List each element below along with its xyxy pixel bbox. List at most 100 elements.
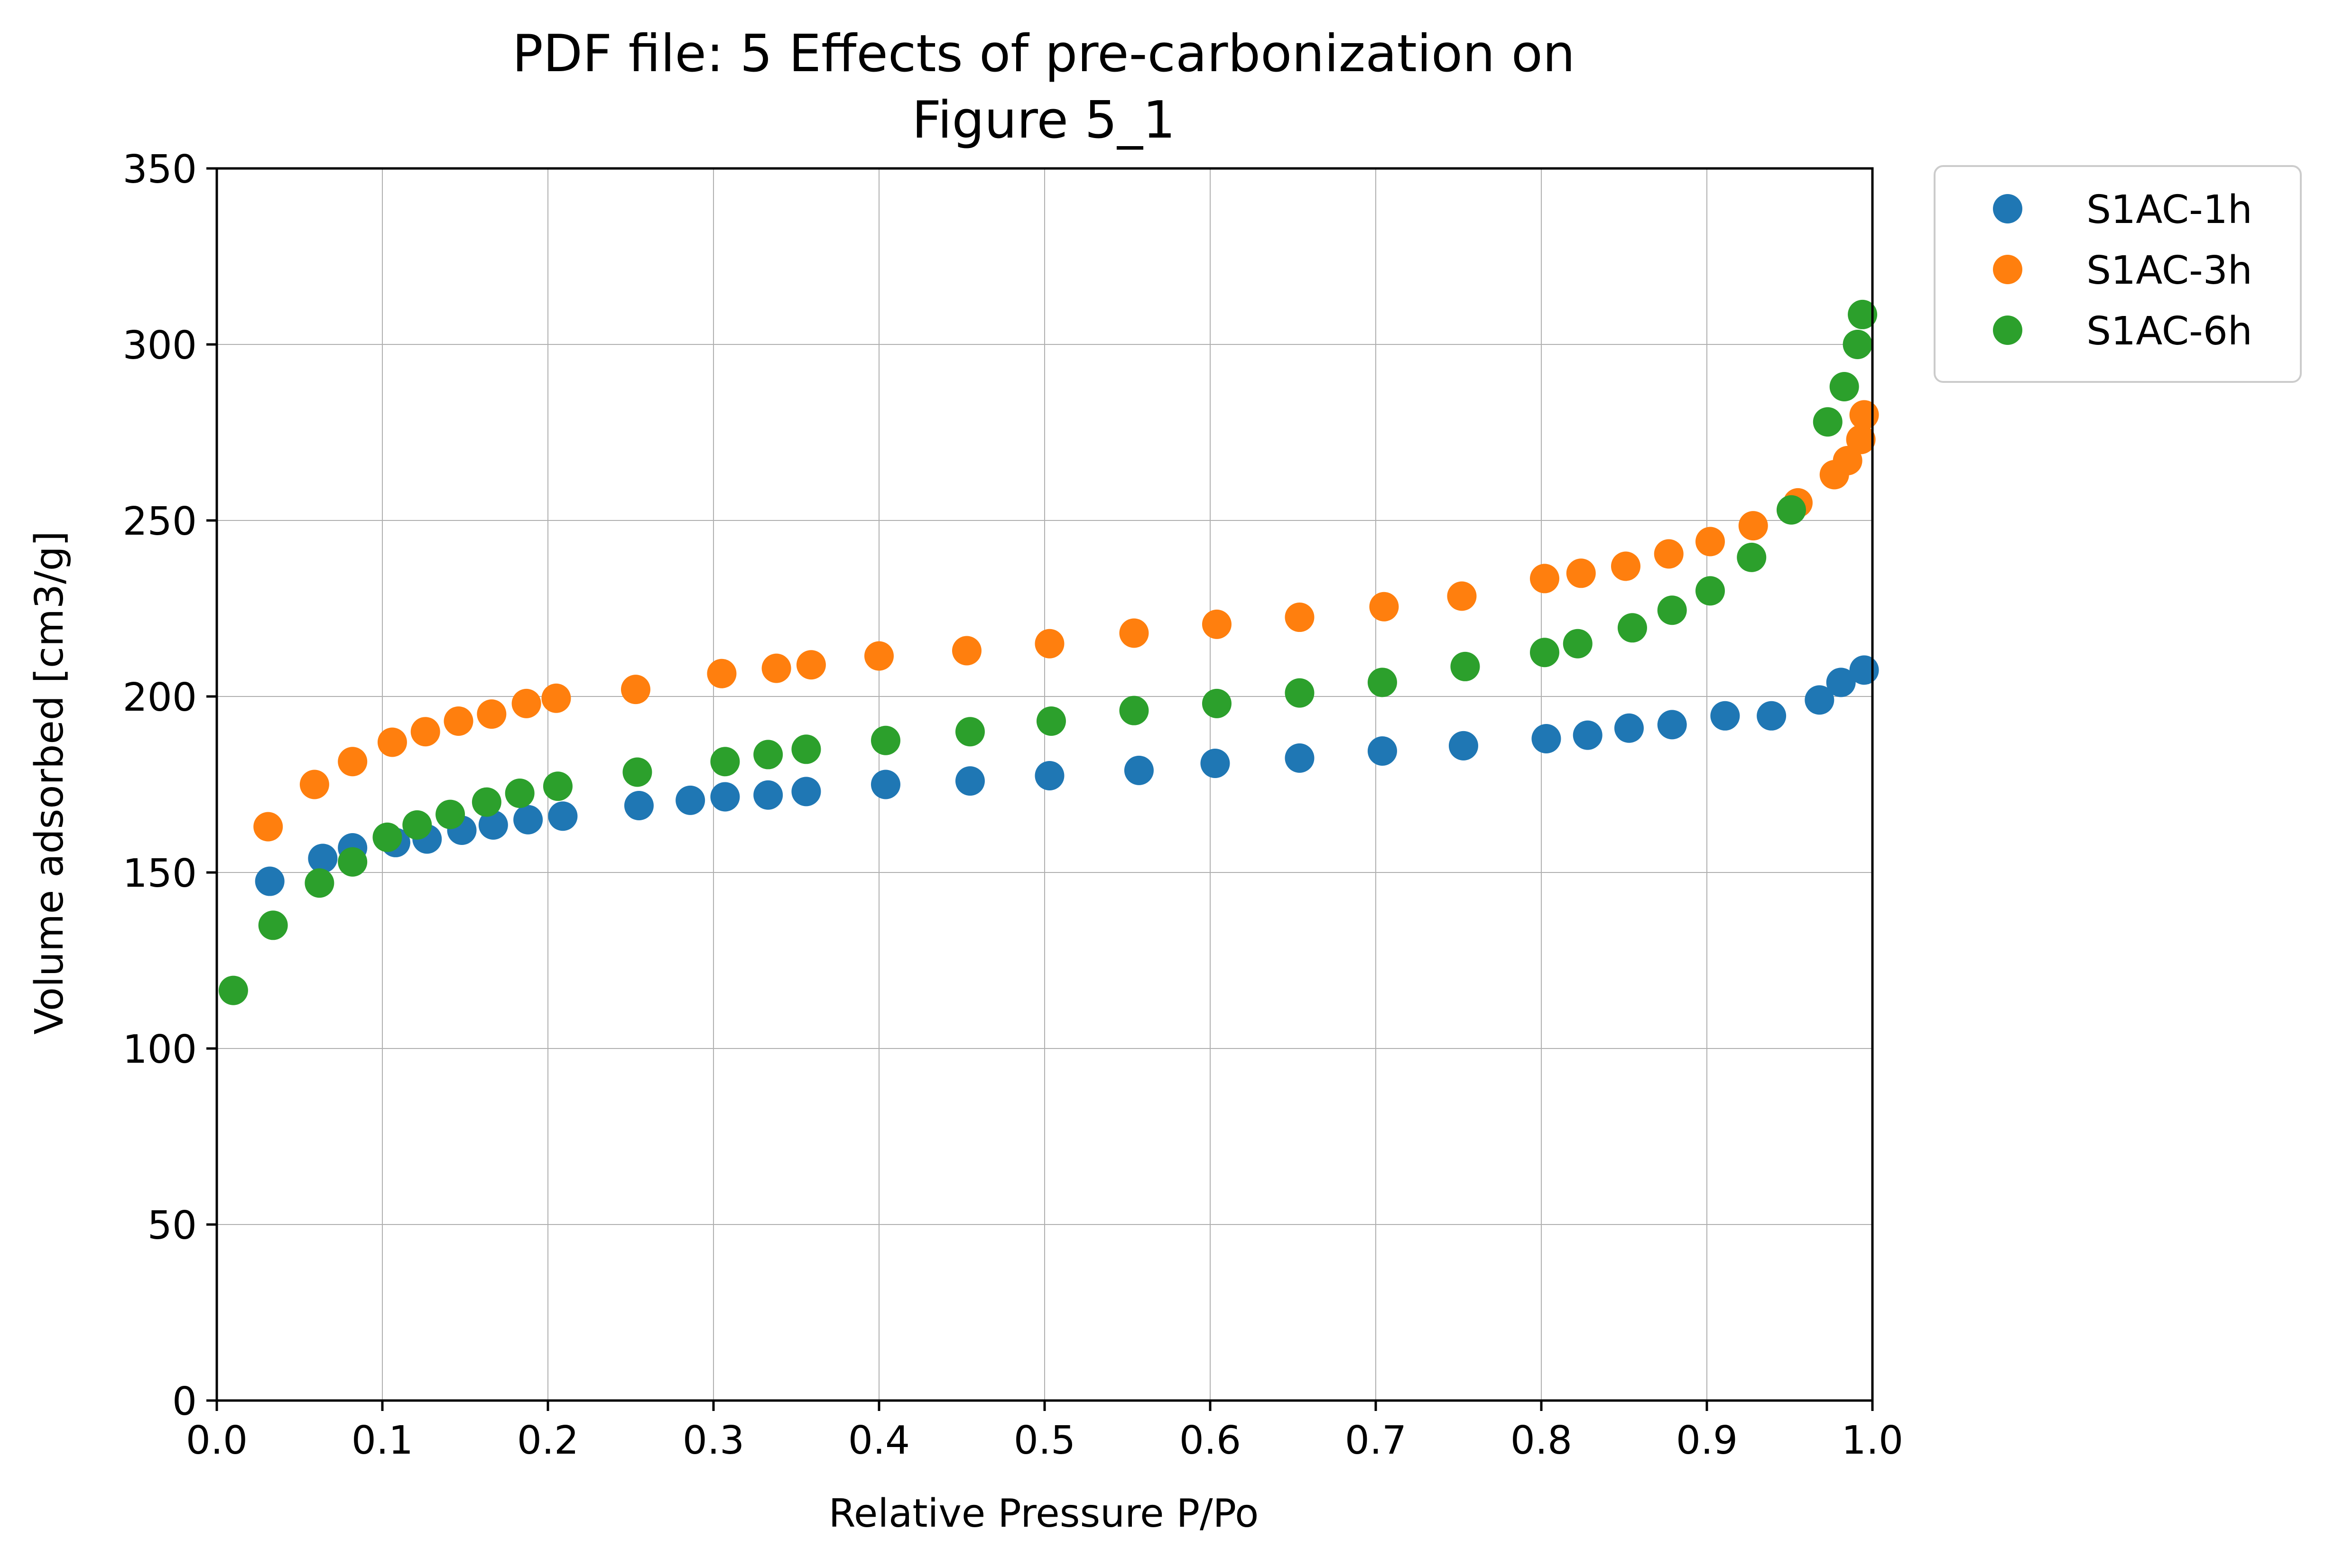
data-point — [1805, 685, 1834, 715]
data-point — [1035, 629, 1065, 659]
x-tick-label: 0.8 — [1510, 1418, 1572, 1463]
legend-box — [1934, 165, 2302, 383]
legend-marker — [1993, 194, 2022, 223]
axis-ticks: 0.0 0.1 0.2 0.3 0.4 0.5 0.6 0.7 0.8 0.9 1.0 0 50 100 1… — [122, 147, 1903, 1463]
data-point — [1657, 595, 1687, 625]
data-point — [1367, 668, 1397, 697]
data-point — [1695, 576, 1725, 606]
y-tick-label: 250 — [122, 499, 197, 544]
chart-title-line-1: PDF file: 5 Effects of pre-carbonization… — [512, 24, 1575, 84]
x-axis-label: Relative Pressure P/Po — [829, 1491, 1259, 1536]
x-tick-label: 0.1 — [352, 1418, 413, 1463]
data-point — [1738, 511, 1768, 541]
data-point — [624, 791, 654, 821]
data-point — [1848, 299, 1878, 329]
data-point — [1846, 425, 1876, 455]
data-point — [1617, 613, 1647, 643]
data-point — [338, 847, 368, 877]
data-point — [299, 770, 329, 799]
data-point — [1035, 761, 1065, 790]
x-tick-label: 0.9 — [1676, 1418, 1738, 1463]
data-point — [548, 801, 578, 831]
data-point — [372, 822, 402, 852]
x-tick-label: 0.3 — [683, 1418, 744, 1463]
x-tick-label: 0.6 — [1179, 1418, 1241, 1463]
data-point — [253, 812, 283, 842]
data-point — [1367, 736, 1397, 766]
data-point — [952, 636, 982, 666]
data-point — [955, 766, 985, 796]
data-point — [511, 688, 541, 718]
series-S1AC-1h — [255, 655, 1879, 896]
data-point — [1119, 618, 1149, 648]
data-point — [1447, 581, 1477, 611]
data-point — [1285, 603, 1315, 632]
data-point — [710, 782, 740, 812]
data-point — [410, 717, 440, 747]
data-point — [1369, 592, 1399, 622]
data-point — [1200, 748, 1230, 778]
data-point — [1285, 678, 1315, 708]
data-point — [796, 650, 826, 680]
y-tick-label: 50 — [148, 1203, 197, 1248]
data-point — [1529, 638, 1559, 668]
data-point — [505, 779, 535, 808]
data-point — [1737, 542, 1767, 572]
data-point — [1448, 731, 1478, 761]
data-point — [1833, 445, 1862, 475]
data-point — [1124, 755, 1154, 785]
data-point — [1654, 539, 1684, 569]
data-point — [1036, 706, 1066, 736]
series-S1AC-6h — [218, 299, 1878, 1005]
data-point — [1614, 713, 1644, 743]
data-point — [871, 725, 900, 755]
data-point — [753, 740, 783, 770]
x-tick-label: 0.0 — [186, 1418, 248, 1463]
data-point — [1573, 720, 1602, 750]
data-point — [955, 717, 985, 747]
data-point — [477, 699, 507, 729]
legend-label: S1AC-3h — [2086, 248, 2252, 293]
data-point — [435, 799, 465, 829]
x-tick-label: 0.7 — [1345, 1418, 1407, 1463]
x-tick-label: 0.2 — [517, 1418, 579, 1463]
data-point — [1849, 400, 1879, 430]
data-point — [710, 747, 740, 777]
y-tick-label: 150 — [122, 851, 197, 896]
data-point — [1710, 701, 1740, 731]
data-point — [1776, 495, 1806, 525]
data-point — [218, 975, 248, 1005]
y-tick-label: 200 — [122, 675, 197, 720]
data-point — [1829, 372, 1859, 402]
data-point — [791, 734, 821, 764]
x-tick-label: 0.4 — [848, 1418, 910, 1463]
y-tick-label: 300 — [122, 323, 197, 368]
y-tick-label: 350 — [122, 147, 197, 192]
data-point — [1757, 701, 1787, 731]
data-point — [1202, 609, 1232, 639]
data-point — [478, 810, 508, 840]
legend-marker — [1993, 255, 2022, 284]
data-point — [513, 805, 543, 835]
data-point — [1119, 696, 1149, 725]
data-point — [864, 641, 894, 671]
data-point — [308, 844, 338, 873]
data-point — [761, 653, 791, 683]
data-point — [622, 757, 652, 787]
x-tick-label: 0.5 — [1014, 1418, 1075, 1463]
y-axis-label: Volume adsorbed [cm3/g] — [27, 531, 72, 1034]
data-point — [255, 866, 285, 896]
data-point — [1529, 564, 1559, 594]
data-point — [707, 659, 737, 688]
data-point — [1202, 688, 1232, 718]
data-point — [338, 747, 368, 777]
y-tick-label: 100 — [122, 1027, 197, 1072]
data-point — [541, 683, 571, 713]
data-point — [1285, 743, 1315, 773]
data-point — [1657, 710, 1687, 740]
data-point — [871, 770, 900, 799]
data-point — [621, 675, 650, 705]
data-point — [377, 727, 407, 757]
